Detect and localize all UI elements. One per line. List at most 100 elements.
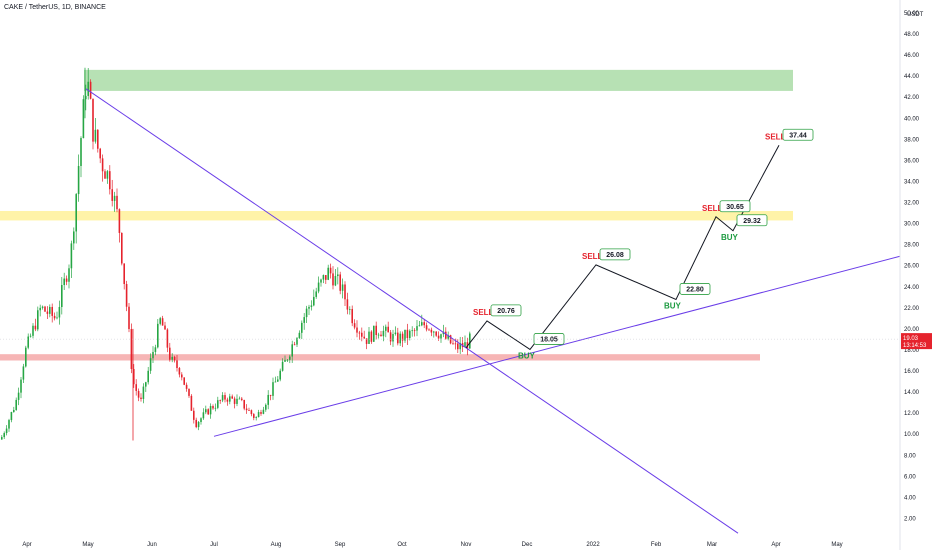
candle-body xyxy=(147,370,149,383)
price-box xyxy=(490,304,522,317)
candle-body xyxy=(125,284,128,307)
x-tick-label: May xyxy=(831,542,842,548)
candle-body xyxy=(380,334,382,337)
candle-body xyxy=(15,399,17,410)
candle-body xyxy=(277,379,279,382)
price-box-label: 18.05 xyxy=(540,336,558,343)
price-box xyxy=(736,214,768,227)
current-price-value: 19.03 xyxy=(903,336,919,342)
candle-body xyxy=(272,382,274,396)
zone-mid xyxy=(0,210,793,221)
y-tick-label: 30.00 xyxy=(904,222,920,228)
candle-body xyxy=(457,343,459,350)
candle-body xyxy=(94,129,97,142)
candle-body xyxy=(1,437,3,440)
buy-signal-label: BUY xyxy=(721,233,739,242)
candle-body xyxy=(286,359,289,361)
candle-body xyxy=(116,195,118,210)
candle-body xyxy=(313,296,315,306)
y-tick-label: 20.00 xyxy=(904,327,920,333)
candle-body xyxy=(161,318,164,326)
candle-body xyxy=(399,333,401,344)
candle-body xyxy=(464,342,466,348)
y-tick-label: 2.00 xyxy=(904,516,916,522)
y-tick-label: 38.00 xyxy=(904,137,920,143)
candle-body xyxy=(106,171,109,179)
candle-body xyxy=(267,394,269,405)
y-tick-label: 32.00 xyxy=(904,201,920,207)
candle-body xyxy=(260,412,262,414)
y-tick-label: 34.00 xyxy=(904,179,920,185)
candle-body xyxy=(418,325,421,327)
candle-body xyxy=(217,400,219,408)
candle-body xyxy=(224,395,226,400)
candle-body xyxy=(411,330,413,332)
candle-body xyxy=(159,318,161,324)
candle-body xyxy=(341,284,344,291)
current-price-countdown: 13:14:53 xyxy=(903,343,927,349)
candle-body xyxy=(368,331,370,344)
candle-body xyxy=(3,433,5,438)
candle-body xyxy=(171,356,173,360)
candle-body xyxy=(10,412,13,421)
candle-body xyxy=(58,307,61,318)
candle-body xyxy=(68,268,70,282)
trendline-descending xyxy=(85,88,739,534)
candle-body xyxy=(279,370,281,380)
buy-signal-label: BUY xyxy=(518,351,536,360)
candle-body xyxy=(77,165,80,195)
candle-body xyxy=(315,291,317,297)
candle-body xyxy=(142,386,145,399)
candle-body xyxy=(344,284,346,300)
x-tick-label: Dec xyxy=(522,542,533,548)
candle-body xyxy=(212,406,214,409)
candle-body xyxy=(190,395,193,411)
candle-body xyxy=(185,384,188,389)
candle-body xyxy=(73,231,75,244)
candle-body xyxy=(363,336,365,339)
candle-body xyxy=(61,285,63,308)
y-tick-label: 10.00 xyxy=(904,432,920,438)
sell-signal-label: SELL xyxy=(765,132,786,141)
price-box-label: 30.65 xyxy=(726,204,744,211)
candle-body xyxy=(51,306,53,316)
candle-body xyxy=(332,273,334,286)
candle-body xyxy=(349,309,351,310)
candle-body xyxy=(75,194,77,232)
y-tick-label: 4.00 xyxy=(904,495,916,501)
candle-body xyxy=(121,232,123,264)
y-tick-label: 50.00 xyxy=(904,11,920,17)
candle-body xyxy=(296,338,298,345)
candle-body xyxy=(101,158,104,172)
candle-body xyxy=(183,377,185,385)
candle-body xyxy=(435,331,437,336)
candle-body xyxy=(445,331,447,339)
price-box-label: 20.76 xyxy=(497,308,515,315)
candle-body xyxy=(308,306,310,309)
candle-body xyxy=(416,326,418,331)
candle-body xyxy=(262,409,265,414)
candle-body xyxy=(87,81,89,96)
candle-body xyxy=(394,332,397,335)
candle-body xyxy=(437,335,440,339)
y-tick-label: 36.00 xyxy=(904,158,920,164)
x-tick-label: Apr xyxy=(22,542,31,548)
candle-body xyxy=(13,409,15,413)
candle-body xyxy=(269,394,272,396)
projection-line xyxy=(465,145,780,351)
candle-body xyxy=(337,274,339,277)
candle-body xyxy=(325,275,327,280)
x-tick-label: Jun xyxy=(147,542,157,548)
candle-body xyxy=(274,381,277,383)
price-box-label: 22.80 xyxy=(686,286,704,293)
candle-body xyxy=(317,282,320,292)
candle-body xyxy=(39,307,41,311)
candle-body xyxy=(157,323,159,348)
candle-body xyxy=(27,336,29,348)
sell-signal-label: SELL xyxy=(473,308,494,317)
zone-resistance xyxy=(84,69,793,91)
candle-body xyxy=(226,399,229,402)
trendline-ascending xyxy=(213,255,901,437)
candle-body xyxy=(291,344,293,357)
